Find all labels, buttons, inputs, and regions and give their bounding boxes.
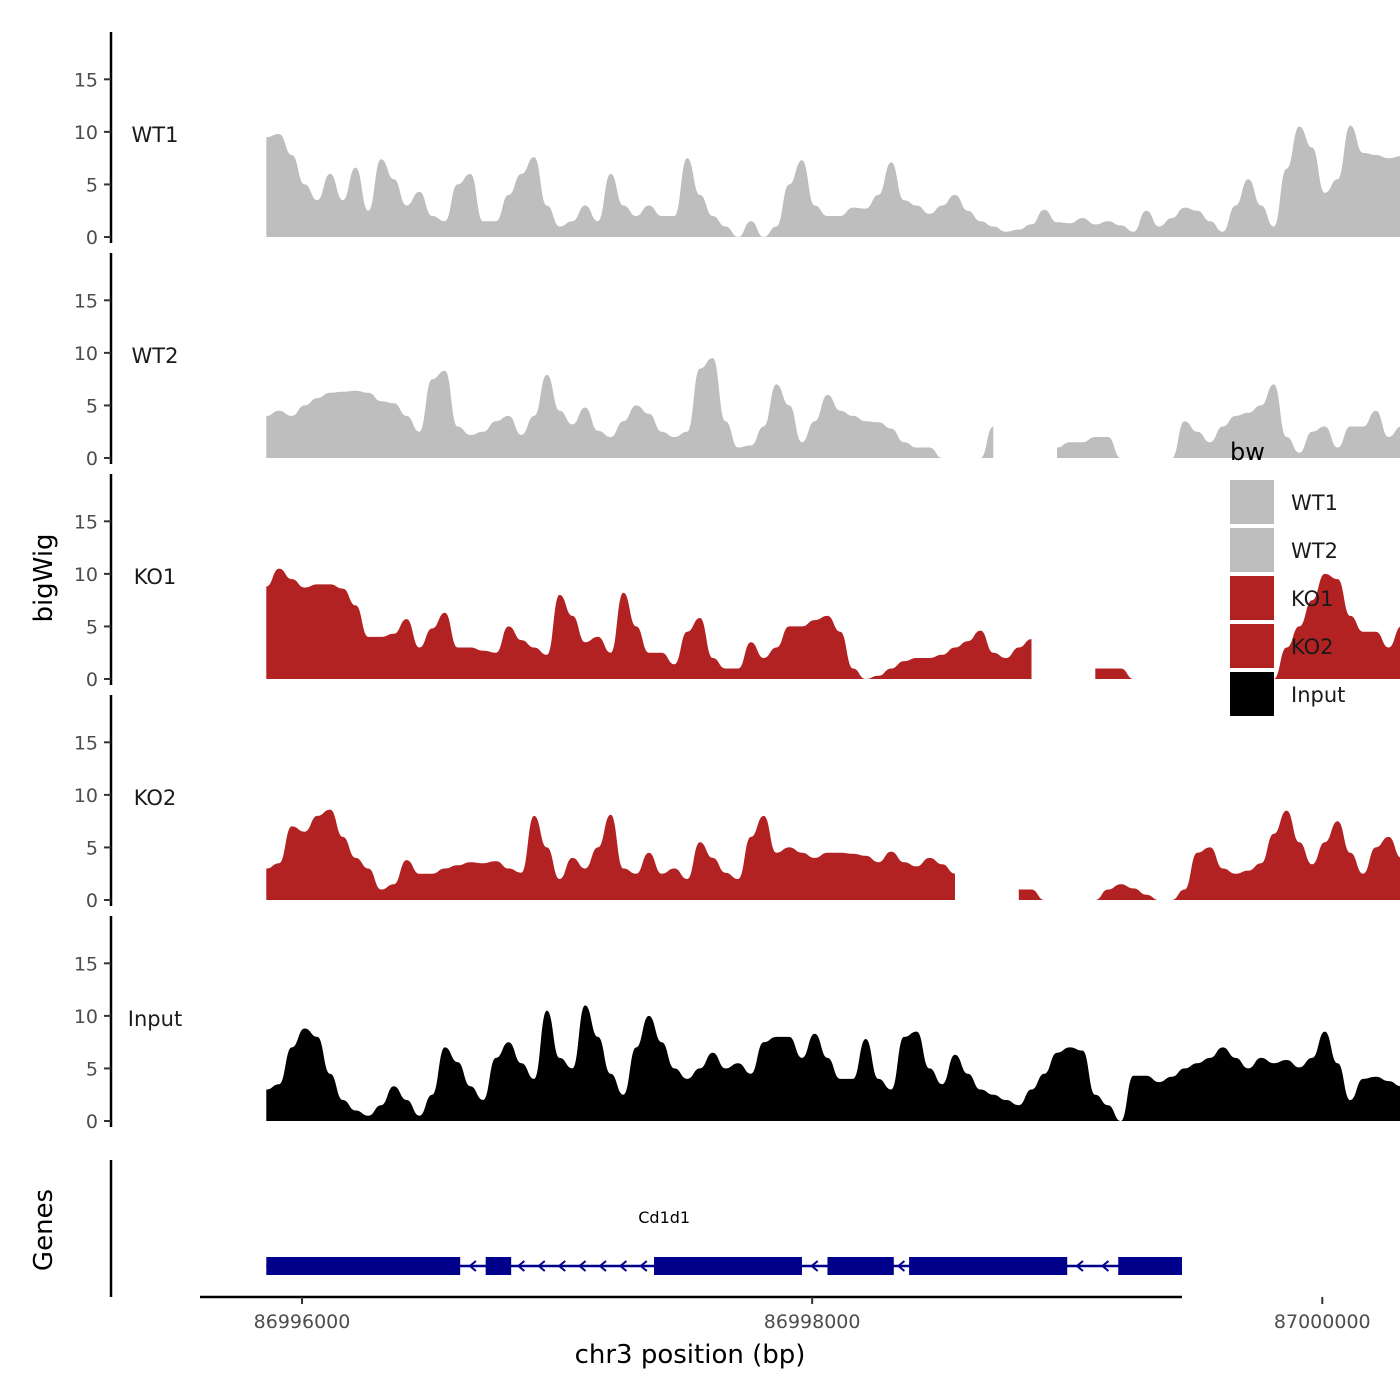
track-panels: 0 5 10 15 WT1 0 5 10 15 WT2 0 5 10 15 KO1 0 5 10 15 KO2 0 5 10… [74,32,1400,1133]
strand-arrow [639,1260,648,1272]
legend-label-wt1: WT1 [1291,491,1338,515]
gene-exon [654,1257,802,1275]
track-wt2: 0 5 10 15 WT2 [74,253,1400,470]
track-wt1: 0 5 10 15 WT1 [74,32,1400,249]
y-tick-label: 10 [74,122,98,144]
strand-arrow [598,1260,607,1272]
y-tick-label: 15 [74,953,98,975]
y-tick-label: 5 [86,616,98,638]
legend: bw WT1 WT2 KO1 KO2 Input [1230,438,1345,716]
strand-arrow [468,1260,477,1272]
legend-swatch-wt1 [1230,480,1274,524]
track-label-wt2: WT2 [132,344,179,368]
strand-arrow [896,1260,906,1272]
track-ko1: 0 5 10 15 KO1 [74,474,1400,691]
strand-arrow [537,1260,546,1272]
x-tick-label: 86998000 [764,1311,861,1333]
area-series-ko2 [266,809,955,900]
strand-arrow [516,1260,526,1272]
y-tick-label: 15 [74,69,98,91]
strand-arrow [1075,1260,1084,1272]
x-tick-label: 86996000 [254,1311,351,1333]
gene-name-label: Cd1d1 [638,1208,690,1227]
track-label-ko1: KO1 [134,565,177,589]
legend-swatch-wt2 [1230,528,1274,572]
y-tick-label: 10 [74,343,98,365]
y-tick-label: 5 [86,174,98,196]
area-series-ko1 [1095,573,1400,679]
track-label-input: Input [128,1007,182,1031]
y-tick-label: 15 [74,732,98,754]
legend-swatch-ko2 [1230,624,1274,668]
area-series-wt1 [266,125,1400,237]
y-axis-title: bigWig [29,533,59,622]
y-tick-label: 5 [86,1058,98,1080]
y-tick-label: 10 [74,564,98,586]
y-tick-label: 0 [86,448,98,470]
y-tick-label: 0 [86,890,98,912]
track-label-ko2: KO2 [134,786,177,810]
y-tick-label: 0 [86,1111,98,1133]
x-axis-title: chr3 position (bp) [575,1340,806,1370]
legend-label-input: Input [1291,683,1345,707]
strand-arrow [618,1260,628,1272]
gene-exon [909,1257,1068,1275]
gene-exon [266,1257,461,1275]
genes-axis-title: Genes [29,1189,59,1271]
area-series-ko2 [1018,810,1400,901]
area-series-wt2 [266,358,994,458]
legend-label-ko2: KO2 [1291,635,1334,659]
gene-exon [1118,1257,1182,1275]
legend-swatch-input [1230,672,1274,716]
y-tick-label: 15 [74,511,98,533]
strand-arrow [1100,1260,1110,1272]
strand-arrow [810,1260,819,1272]
y-tick-label: 10 [74,785,98,807]
area-series-wt2 [1057,384,1400,458]
y-tick-label: 0 [86,227,98,249]
strand-arrow [557,1260,566,1272]
x-axis: 86996000 86998000 87000000 [200,1295,1371,1333]
y-tick-label: 10 [74,1006,98,1028]
legend-label-ko1: KO1 [1291,587,1334,611]
area-series-input [266,1005,1400,1121]
track-ko2: 0 5 10 15 KO2 [74,695,1400,912]
track-input: 0 5 10 15 Input [74,916,1400,1133]
gene-exon [827,1257,894,1275]
y-tick-label: 15 [74,290,98,312]
track-label-wt1: WT1 [132,123,179,147]
y-tick-label: 0 [86,669,98,691]
area-series-ko1 [266,568,1032,679]
y-tick-label: 5 [86,837,98,859]
legend-label-wt2: WT2 [1291,539,1338,563]
legend-swatch-ko1 [1230,576,1274,620]
x-tick-label: 87000000 [1274,1311,1371,1333]
gene-track: Cd1d1 [109,1160,1182,1297]
y-tick-label: 5 [86,395,98,417]
legend-title: bw [1230,438,1265,466]
gene-exon [485,1257,512,1275]
strand-arrow [578,1260,587,1272]
